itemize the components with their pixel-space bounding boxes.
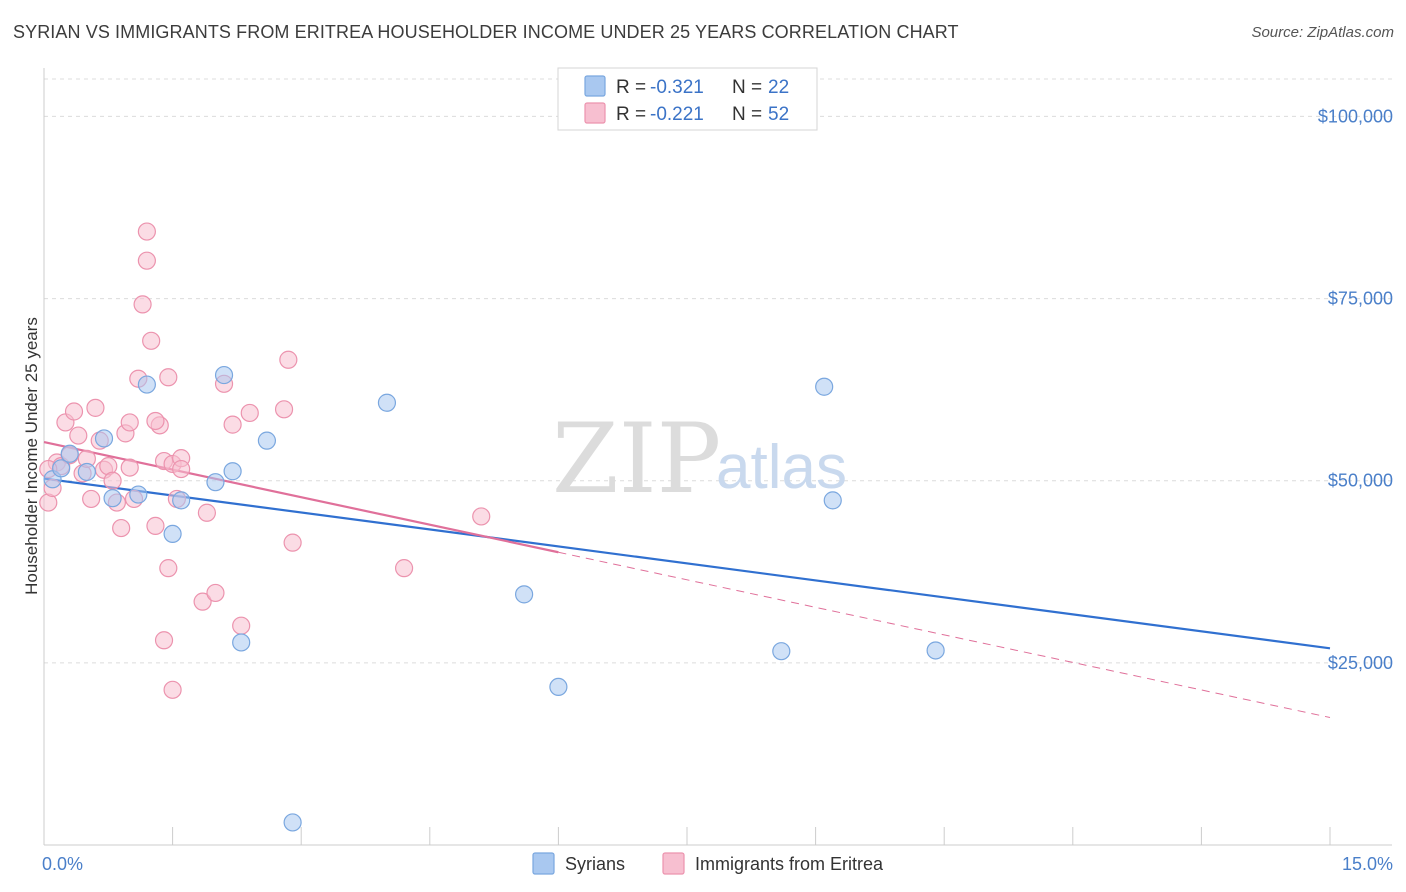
data-point [129,485,148,504]
data-point [154,631,174,650]
data-point [232,633,251,652]
chart-title: SYRIAN VS IMMIGRANTS FROM ERITREA HOUSEH… [13,22,959,42]
data-point [549,677,568,697]
data-point [52,459,71,478]
data-point [120,413,139,432]
data-point [274,400,294,419]
data-point [142,331,161,350]
legend-r-label: R = [616,77,646,98]
data-point [193,592,212,611]
data-point [77,462,96,482]
y-tick-label: $75,000 [1328,289,1393,309]
data-point [172,459,191,479]
data-point [159,559,178,578]
y-tick-labels: $25,000 $50,000 $75,000 $100,000 [1318,106,1393,672]
y-tick-label: $100,000 [1318,106,1393,126]
data-point [137,222,156,241]
legend-label-syrians: Syrians [565,854,625,874]
legend-n-label: N = [732,77,762,98]
data-point [64,402,84,421]
legend-n-value: 22 [768,77,789,98]
watermark: ZIP atlas [552,403,847,515]
data-point [146,516,165,535]
data-point [197,503,216,522]
data-point [214,365,234,385]
data-point [223,462,242,481]
watermark-atlas: atlas [716,433,847,502]
legend-label-eritrea: Immigrants from Eritrea [695,854,884,874]
data-point [926,641,945,660]
data-point [163,680,182,699]
data-point [772,642,791,661]
data-point [279,350,298,369]
data-point [472,507,491,526]
data-point [94,429,114,448]
data-point [133,295,152,314]
grid-lines [44,78,1392,664]
y-axis-label: Householder Income Under 25 years [22,317,41,595]
data-point [172,491,191,510]
legend-n-value: 52 [768,104,789,125]
data-point [394,559,414,578]
data-point [69,426,88,445]
data-point [163,524,182,544]
data-point [377,393,397,412]
legend-swatch-syrians [584,75,606,97]
legend-r-value: -0.321 [650,77,704,98]
x-tick-label: 0.0% [42,854,83,874]
x-tick-labels: 0.0% 15.0% [42,854,1393,874]
data-point [82,489,101,509]
data-point [137,251,156,270]
y-tick-label: $25,000 [1328,653,1393,673]
watermark-zip: ZIP [552,403,721,515]
data-point [232,616,251,635]
y-tick-label: $50,000 [1328,471,1393,491]
legend-top: R = -0.321 N = 22 R = -0.221 N = 52 [557,67,818,131]
chart-source: Source: ZipAtlas.com [1251,24,1394,41]
legend-bottom: Syrians Immigrants from Eritrea [532,852,884,875]
data-point [815,377,834,396]
legend-r-value: -0.221 [650,104,704,125]
data-point [257,431,277,450]
data-point [515,585,534,604]
data-point [137,375,156,394]
trend-line-dashed-1 [558,551,1331,718]
data-points [39,222,945,832]
data-point [146,411,165,431]
legend-swatch-eritrea [662,852,685,875]
data-point [60,444,79,463]
legend-n-label: N = [732,104,762,125]
legend-r-label: R = [616,104,646,125]
data-point [206,473,225,492]
axes [43,68,1392,846]
data-point [103,489,122,508]
legend-swatch-eritrea [584,102,606,124]
data-point [223,415,242,434]
data-point [159,368,178,387]
x-tick-label: 15.0% [1342,854,1393,874]
data-point [103,471,122,490]
data-point [283,813,302,832]
trend-line-0 [43,477,1331,650]
data-point [283,533,302,552]
data-point [823,491,842,510]
legend-swatch-syrians [532,852,555,875]
data-point [86,398,105,417]
data-point [120,458,139,477]
data-point [112,518,131,538]
data-point [206,583,225,603]
data-point [240,403,259,423]
